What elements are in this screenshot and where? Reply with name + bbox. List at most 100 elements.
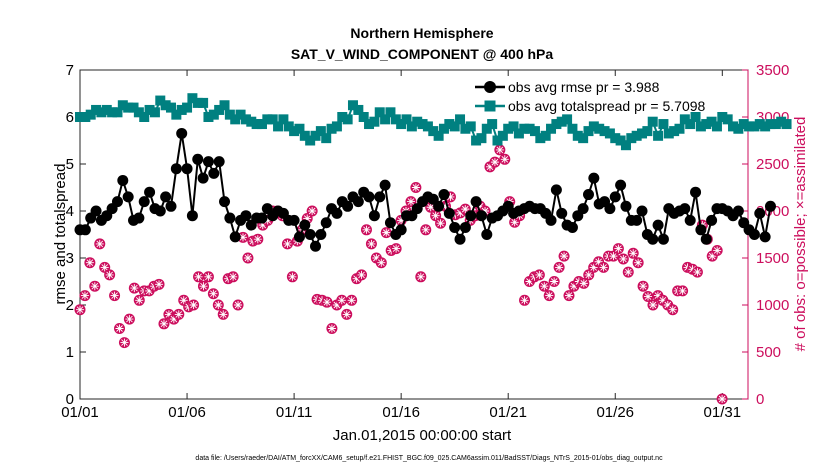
spread-point: [572, 130, 583, 141]
chart-subtitle: SAT_V_WIND_COMPONENT @ 400 hPa: [291, 46, 554, 62]
spread-point: [165, 102, 176, 113]
obs-assimilated-point: [90, 282, 99, 291]
obs-assimilated-point: [569, 282, 578, 291]
spread-point: [235, 109, 246, 120]
spread-point: [529, 126, 540, 137]
obs-assimilated-point: [80, 291, 89, 300]
obs-assimilated-point: [614, 244, 623, 253]
rmse-point: [202, 156, 214, 168]
obs-assimilated-point: [560, 252, 569, 261]
obs-assimilated-point: [253, 235, 262, 244]
spread-point: [428, 126, 439, 137]
obs-assimilated-point: [653, 291, 662, 300]
y-left-tick-label: 0: [66, 391, 74, 408]
spread-point: [203, 112, 214, 122]
spread-point: [262, 114, 273, 125]
rmse-point: [652, 219, 664, 231]
spread-point: [337, 112, 348, 122]
obs-assimilated-point: [624, 268, 633, 277]
spread-point: [139, 112, 150, 122]
obs-assimilated-point: [431, 211, 440, 220]
rmse-point: [545, 214, 557, 226]
spread-point: [706, 116, 717, 127]
obs-assimilated-point: [495, 145, 504, 154]
obs-assimilated-point: [411, 183, 420, 192]
spread-point: [631, 130, 642, 141]
obs-assimilated-point: [461, 205, 470, 214]
rmse-point: [706, 214, 718, 226]
spread-point: [75, 112, 85, 122]
x-tick-label: 01/06: [168, 404, 206, 421]
obs-assimilated-point: [545, 291, 554, 300]
rmse-point: [748, 229, 760, 240]
rmse-point: [615, 179, 627, 191]
rmse-point: [454, 233, 466, 245]
rmse-point: [700, 233, 712, 245]
obs-assimilated-point: [327, 324, 336, 333]
spread-point: [717, 112, 728, 122]
rmse-point: [582, 189, 594, 201]
rmse-point: [229, 231, 241, 243]
spread-point: [455, 114, 466, 125]
spread-point: [396, 119, 407, 130]
rmse-point: [679, 203, 691, 215]
rmse-point: [470, 196, 482, 208]
rmse-point: [138, 196, 150, 208]
obs-assimilated-point: [550, 277, 559, 286]
obs-assimilated-point: [105, 270, 114, 279]
obs-assimilated-point: [125, 315, 134, 324]
spread-point: [733, 123, 744, 134]
spread-point: [412, 116, 423, 127]
obs-assimilated-point: [135, 296, 144, 305]
y-left-tick-label: 2: [66, 297, 74, 314]
spread-point: [749, 121, 760, 132]
rmse-point: [732, 205, 744, 217]
obs-assimilated-point: [377, 258, 386, 267]
y-right-axis-label: # of obs: o=possible; ×=assimilated: [792, 117, 809, 352]
rmse-point: [577, 203, 589, 215]
obs-assimilated-point: [555, 263, 564, 272]
spread-point: [219, 100, 230, 111]
rmse-point: [256, 212, 268, 224]
rmse-point: [609, 191, 621, 203]
rmse-point: [186, 210, 198, 222]
spread-point: [85, 109, 96, 120]
spread-point: [369, 116, 380, 127]
spread-point: [246, 116, 257, 127]
spread-point: [278, 114, 289, 125]
x-axis-label: Jan.01,2015 00:00:00 start: [333, 427, 512, 444]
spread-point: [497, 130, 508, 141]
obs-assimilated-point: [367, 239, 376, 248]
obs-assimilated-point: [485, 162, 494, 171]
spread-point: [594, 123, 605, 134]
obs-assimilated-point: [234, 301, 243, 309]
spread-point: [738, 119, 749, 130]
obs-assimilated-point: [520, 296, 529, 305]
spread-point: [182, 102, 193, 113]
spread-point: [626, 133, 637, 144]
legend-spread-label: obs avg totalspread pr = 5.7098: [508, 98, 706, 114]
rmse-point: [299, 219, 311, 231]
spread-point: [647, 116, 658, 127]
obs-assimilated-point: [159, 319, 168, 328]
spread-point: [133, 107, 144, 118]
obs-assimilated-point: [303, 214, 312, 223]
spread-point: [556, 116, 567, 127]
rmse-point: [192, 153, 204, 165]
spread-point: [535, 133, 546, 144]
spread-point: [551, 119, 562, 130]
obs-assimilated-point: [243, 254, 252, 262]
legend: obs avg rmse pr = 3.988 obs avg totalspr…: [475, 79, 706, 114]
obs-assimilated-point: [416, 272, 425, 281]
spread-point: [374, 107, 385, 118]
obs-assimilated-point: [397, 216, 406, 225]
rmse-point: [566, 221, 578, 233]
spread-point: [230, 114, 241, 125]
rmse-point: [475, 210, 487, 222]
rmse-point: [117, 174, 129, 186]
spread-point: [214, 104, 225, 115]
spread-point: [781, 119, 792, 130]
x-tick-label: 01/21: [489, 404, 527, 421]
rmse-point: [213, 156, 225, 168]
obs-assimilated-point: [308, 207, 317, 215]
